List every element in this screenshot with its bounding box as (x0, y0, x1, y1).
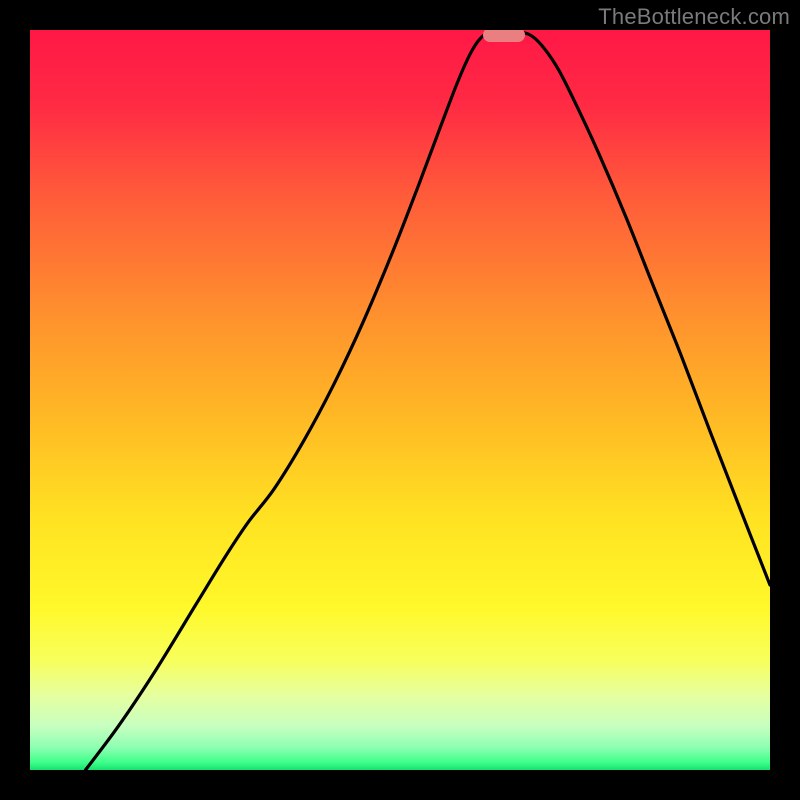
attribution-text: TheBottleneck.com (598, 4, 790, 30)
curve-path (86, 31, 771, 770)
optimal-target-marker (483, 30, 525, 42)
bottleneck-chart (30, 30, 770, 770)
bottleneck-curve (30, 30, 770, 770)
